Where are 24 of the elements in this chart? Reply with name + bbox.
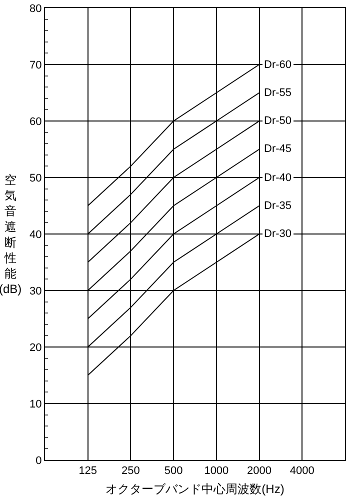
x-tick-label: 4000: [290, 465, 314, 478]
series-label: Dr-55: [264, 87, 292, 99]
x-tick-label: 1000: [204, 465, 229, 478]
x-tick-label: 2000: [247, 465, 272, 478]
x-tick-label: 500: [164, 465, 183, 478]
y-tick-label: 60: [30, 116, 42, 128]
y-tick-label: 10: [30, 398, 42, 410]
x-tick-label: 250: [122, 465, 140, 478]
y-tick-label: 40: [30, 228, 42, 241]
series-label: Dr-30: [264, 228, 292, 240]
series-label: Dr-60: [264, 59, 292, 71]
y-axis-title: 空気音遮断性能(dB): [0, 173, 22, 296]
y-tick-label: 50: [30, 172, 42, 184]
x-tick-label: 125: [78, 465, 98, 478]
y-tick-label: 70: [30, 59, 42, 72]
y-tick-label: 20: [30, 342, 42, 354]
series-label: Dr-50: [264, 115, 292, 127]
y-tick-label: 0: [36, 454, 42, 467]
y-tick-label: 80: [30, 2, 42, 15]
y-tick-label: 30: [30, 285, 42, 298]
x-axis-title: オクターブバンド中心周波数(Hz): [106, 482, 284, 496]
series-label: Dr-35: [264, 200, 292, 212]
series-label: Dr-40: [264, 172, 292, 184]
series-label: Dr-45: [264, 143, 292, 155]
